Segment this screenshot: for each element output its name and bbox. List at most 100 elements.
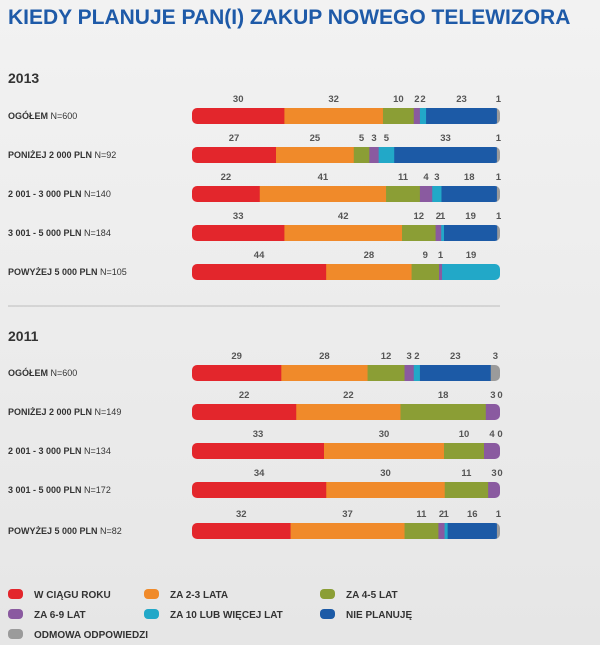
bar-segment	[441, 225, 445, 241]
bar-segments	[192, 186, 500, 202]
data-label: 11	[398, 172, 409, 183]
data-label: 3	[493, 351, 498, 362]
data-label: 33	[233, 211, 244, 222]
data-label: 18	[464, 172, 475, 183]
bar-segments	[192, 523, 500, 539]
data-label: 3	[491, 468, 496, 479]
chart-title: KIEDY PLANUJE PAN(I) ZAKUP NOWEGO TELEWI…	[8, 6, 570, 29]
data-label: 4	[423, 172, 429, 183]
bar-segment	[496, 147, 500, 163]
bar-segment	[402, 225, 436, 241]
bar-segment	[192, 523, 291, 539]
bar-segment	[419, 186, 433, 202]
data-label: 29	[231, 351, 242, 362]
bar-segment	[439, 264, 443, 280]
bar-segment	[404, 523, 439, 539]
row-label: 3 001 - 5 000 PLN N=184	[8, 228, 111, 238]
bar-row: OGÓŁEM N=600 30 32 10 2 2 23 1	[8, 94, 502, 124]
bar-segments	[192, 264, 500, 280]
bar-segment	[324, 443, 445, 459]
data-label: 0	[497, 390, 502, 401]
bar-segment	[444, 482, 489, 498]
legend-label: ZA 10 LUB WIĘCEJ LAT	[170, 610, 283, 621]
data-label: 5	[384, 133, 390, 144]
data-label: 3	[371, 133, 376, 144]
data-label: 19	[465, 211, 476, 222]
bar-segment	[404, 365, 415, 381]
data-label: 28	[364, 250, 375, 261]
legend-item: ZA 2-3 LATA	[144, 589, 228, 601]
legend-swatch	[320, 589, 335, 599]
data-label: 22	[343, 390, 354, 401]
data-label: 2	[414, 351, 419, 362]
data-label: 22	[239, 390, 250, 401]
bar-segment	[192, 225, 285, 241]
legend-swatch	[8, 629, 23, 639]
bar-segments	[192, 404, 500, 420]
bar-segment	[444, 523, 449, 539]
data-label: 25	[310, 133, 321, 144]
data-label: 33	[253, 429, 264, 440]
bar-segment	[192, 108, 285, 124]
data-label: 1	[496, 133, 502, 144]
bar-segment	[192, 482, 327, 498]
data-label: 23	[450, 351, 461, 362]
data-label: 32	[328, 94, 339, 105]
data-label: 2	[414, 94, 419, 105]
row-label: OGÓŁEM N=600	[8, 367, 77, 378]
legend-label: ZA 4-5 LAT	[346, 590, 398, 601]
bar-segment	[296, 404, 401, 420]
bar-segments	[192, 147, 500, 163]
legend-item: ZA 10 LUB WIĘCEJ LAT	[144, 609, 283, 621]
data-label: 30	[380, 468, 391, 479]
bar-segments	[192, 443, 500, 459]
bar-segments	[192, 225, 500, 241]
bar-segment	[444, 443, 485, 459]
bar-segment	[259, 186, 387, 202]
data-label: 5	[359, 133, 365, 144]
bar-row: 2 001 - 3 000 PLN N=134 33 30 10 4 0	[8, 429, 503, 459]
bar-segment	[444, 225, 498, 241]
bar-segment	[411, 264, 440, 280]
bar-segment	[369, 147, 380, 163]
data-label: 0	[497, 468, 502, 479]
data-label: 1	[496, 172, 502, 183]
legend-swatch	[144, 589, 159, 599]
bar-row: POWYŻEJ 5 000 PLN N=105 44 28 9 1 19	[8, 250, 500, 280]
bar-segment	[496, 108, 500, 124]
data-label: 44	[254, 250, 265, 261]
data-label: 1	[438, 250, 444, 261]
bar-segment	[442, 264, 500, 280]
data-label: 1	[440, 211, 446, 222]
legend-item: ODMOWA ODPOWIEDZI	[8, 629, 148, 641]
data-label: 34	[254, 468, 265, 479]
bar-segments	[192, 482, 500, 498]
bar-segment	[400, 404, 487, 420]
data-label: 12	[414, 211, 425, 222]
bar-segment	[413, 108, 421, 124]
legend-label: W CIĄGU ROKU	[34, 590, 111, 601]
bar-segment	[441, 186, 498, 202]
data-label: 3	[406, 351, 411, 362]
bar-segment	[413, 365, 421, 381]
data-label: 1	[496, 94, 502, 105]
legend-label: ZA 2-3 LATA	[170, 590, 228, 601]
row-label: OGÓŁEM N=600	[8, 110, 77, 121]
data-label: 9	[423, 250, 428, 261]
legend-item: ZA 4-5 LAT	[320, 589, 398, 601]
bar-segment	[276, 147, 355, 163]
bar-segment	[192, 264, 327, 280]
bar-segments	[192, 365, 500, 381]
row-label: POWYŻEJ 5 000 PLN N=105	[8, 267, 127, 277]
year-label: 2011	[8, 328, 39, 344]
data-label: 4	[489, 429, 495, 440]
legend-swatch	[8, 589, 23, 599]
bar-segment	[394, 147, 498, 163]
chart-legend: W CIĄGU ROKU ZA 2-3 LATA ZA 4-5 LAT ZA 6-9 …	[8, 589, 412, 641]
data-label: 23	[456, 94, 467, 105]
row-label: POWYŻEJ 5 000 PLN N=82	[8, 526, 122, 536]
